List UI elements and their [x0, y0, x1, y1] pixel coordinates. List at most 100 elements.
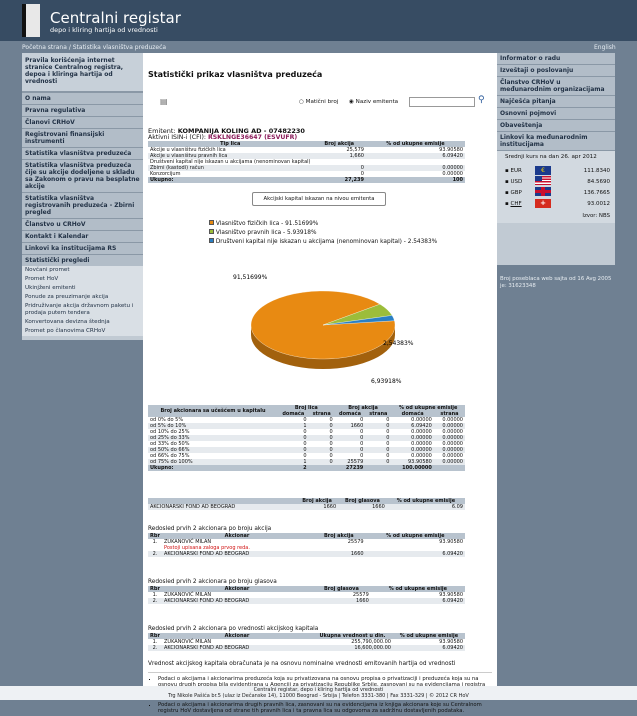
table-row: Akcije u vlasništvu pravnih lica 1,660 6.0… — [148, 153, 465, 159]
table-row: od 33% do 50% 0 0 0 0 0.00000 0.00000 — [150, 441, 463, 447]
breadcrumb-path[interactable]: Početna strana / Statistika vlasništva p… — [22, 44, 167, 51]
radio-maticni[interactable]: ○ Matični broj — [299, 99, 339, 105]
table-row: od 0% do 5% 0 0 0 0 0.00000 0.00000 — [150, 417, 463, 423]
flag-us-icon — [535, 176, 563, 187]
pie-label-individuals: 91,51699% — [233, 274, 268, 281]
disclaimer-item: Podaci o akcijama i akcionarima drugih p… — [158, 702, 492, 715]
search-input[interactable] — [409, 97, 475, 107]
right-item-obavestenja[interactable]: Obaveštenja — [497, 120, 615, 132]
chart-legend: Vlasništvo fizičkih lica - 91.51699% Vla… — [209, 220, 437, 247]
table-row: 2. AKCIONARSKI FOND AD BEOGRAD 1660 6.09420 — [148, 551, 465, 557]
top-shares-title: Redosled prvih 2 akcionara po broju akci… — [148, 526, 272, 532]
sidebar-sub-ponude[interactable]: Ponude za preuzimanje akcija — [22, 293, 143, 302]
table-row: 1. ZUKANOVIĆ MILAN 255,790,000.00 93.90580 — [152, 639, 463, 645]
pie-label-social: 2,54383% — [383, 340, 414, 347]
top-shares-table: Rbr Akcionar Broj akcija% od ukupne emisij… — [148, 533, 465, 557]
sidebar-item-o-nama[interactable]: O nama — [22, 93, 143, 105]
table-row: Društveni kapital nije iskazan u akcijam… — [150, 159, 311, 165]
rate-chf-code[interactable]: ▪ CHF — [505, 200, 522, 207]
table-row: od 50% do 66% 0 0 0 0 0.00000 0.00000 — [148, 447, 465, 453]
sidebar-item-statistika[interactable]: Statistika vlasništva preduzeća — [22, 148, 143, 160]
isin-line: Aktivni ISIN-i (CFI): RSKLNGE36647 (ESVU… — [148, 134, 298, 141]
right-item-clanstvo[interactable]: Članstvo CRHoV u međunarodnim organizaci… — [497, 77, 615, 96]
table-row: AKCIONARSKI FOND AD BEOGRAD 1660 1660 6.09 — [148, 504, 465, 510]
right-item-izvestaji[interactable]: Izveštaji o poslovanju — [497, 65, 615, 77]
sidebar-sub-promet[interactable]: Promet HoV — [22, 275, 143, 284]
sidebar-item-statistika-besplatne[interactable]: Statistika vlasništva preduzeća čije su … — [22, 160, 143, 193]
pie-label-legal: 6,93918% — [371, 378, 402, 385]
page-title: Statistički prikaz vlasništva preduzeća — [148, 70, 323, 79]
table-row: od 25% do 33% 0 0 0 0 0.00000 0.00000 — [148, 435, 465, 441]
sidebar-item-clanovi[interactable]: Članovi CRHoV — [22, 117, 143, 129]
site-subtitle: depo i kliring hartija od vrednosti — [50, 26, 158, 34]
pie-side-0 — [251, 325, 395, 369]
flag-eu-icon: € — [535, 165, 563, 176]
visit-counter: Broj poseblaca web sajta od 16 Avg 2005 … — [500, 276, 612, 289]
radio-naziv[interactable]: ◉ Naziv emitenta — [349, 99, 399, 105]
site-footer: Centralni registar, depo i kliring harti… — [0, 686, 637, 700]
search-icon[interactable]: ⚲ — [478, 95, 485, 105]
right-item-informator[interactable]: Informator o radu — [497, 53, 615, 65]
footer-line1: Centralni registar, depo i kliring harti… — [253, 687, 384, 693]
site-header: Centralni registar depo i kliring hartij… — [0, 0, 637, 41]
main-content: Statistički prikaz vlasništva preduzeća … — [143, 53, 497, 714]
pledge-note-row: Postoji upisana zaloga prvog reda. — [164, 545, 250, 551]
logo-icon[interactable] — [22, 4, 40, 37]
pie-slice-2 — [322, 315, 395, 326]
sidebar-item-registrovani[interactable]: Registrovani finansijski instrumenti — [22, 129, 143, 148]
breadcrumb: Početna strana / Statistika vlasništva p… — [0, 41, 637, 53]
t1-head-type: Tip lica — [148, 141, 313, 147]
sidebar-sub-novcani[interactable]: Novčani promet — [22, 266, 143, 275]
sidebar-item-zbirni[interactable]: Statistika vlasništva registrovanih pred… — [22, 193, 143, 219]
sidebar-sub-pridruzivanje[interactable]: Pridruživanje akcija državnom paketu i p… — [22, 302, 143, 318]
t1-head-pct: % od ukupne emisije — [365, 141, 465, 147]
t2-head-pct: % od ukupne emisije — [391, 405, 465, 411]
sidebar-item-clanstvo[interactable]: Članstvo u CRHoV — [22, 219, 143, 231]
ownership-pie-chart: 91,51699% 2,54383% 6,93918% — [233, 274, 414, 385]
sidebar-item-pravna-regulativa[interactable]: Pravna regulativa — [22, 105, 143, 117]
table-total-row: Ukupno: 27,239 100 — [148, 177, 465, 183]
table-row: 1. ZUKANOVIĆ MILAN 25579 93.90580 — [152, 592, 463, 598]
pie-slice-0 — [250, 290, 396, 360]
rate-title: Srednji kurs na dan 26. apr 2012 — [505, 154, 597, 160]
rate-usd-value: 84.5690 — [587, 178, 610, 185]
rate-table: ▪ EUR €111.8340 ▪ USD 84.5690 ▪ GBP 136.766… — [505, 165, 610, 209]
sidebar-item-kontakt[interactable]: Kontakt i Kalendar — [22, 231, 143, 243]
right-sidebar: Informator o radu Izveštaji o poslovanju… — [497, 53, 615, 265]
rate-eur-value: 111.8340 — [583, 167, 610, 174]
site-title: Centralni registar — [50, 9, 181, 27]
flag-ch-icon: + — [535, 198, 563, 209]
sidebar-item-linkovi[interactable]: Linkovi ka institucijama RS — [22, 243, 143, 255]
rate-source: Izvor: NBS — [582, 213, 610, 219]
table-row: Konzorcijum 0 0.00000 — [150, 171, 463, 177]
t2-head-range: Broj akcionara sa učešćem u kapitalu — [148, 405, 278, 417]
right-item-linkovi[interactable]: Linkovi ka međunarodnim institucijama — [497, 132, 615, 151]
top-value-table: Rbr Akcionar Ukupna vrednost u din.% od uk… — [148, 633, 465, 651]
capital-note: Vrednost akcijskog kapitala obračunata j… — [148, 661, 456, 667]
owner-type-table: Tip lica Broj akcija% od ukupne emisije A… — [148, 141, 465, 183]
table-row: od 10% do 25% 0 0 0 0 0.00000 0.00000 — [150, 429, 463, 435]
exchange-rate-box: Srednji kurs na dan 26. apr 2012 ▪ EUR €1… — [497, 151, 615, 223]
sidebar-sub-clanovi[interactable]: Promet po članovima CRHoV — [22, 327, 143, 336]
sidebar-rules-link[interactable]: Pravila korišćenja internet stranice Cen… — [22, 53, 143, 93]
top-votes-title: Redosled prvih 2 akcionara po broju glas… — [148, 579, 277, 585]
shareholder-range-table: Broj akcionara sa učešćem u kapitalu Bro… — [148, 405, 465, 471]
sidebar-sub-ukinuti[interactable]: Ukinjženi emitenti — [22, 284, 143, 293]
t2-head-persons: Broj lica — [278, 405, 335, 411]
sidebar-sub-devizna[interactable]: Konvertovana devizna štednja — [22, 318, 143, 327]
left-sidebar: Pravila korišćenja internet stranice Cen… — [22, 53, 143, 340]
table-row: 2. AKCIONARSKI FOND AD BEOGRAD 1660 6.09420 — [148, 598, 465, 604]
right-item-pitanja[interactable]: Najčešća pitanja — [497, 96, 615, 108]
table-row: 2. AKCIONARSKI FOND AD BEOGRAD 16,600,000.… — [148, 645, 465, 651]
rate-chf-value: 93.0012 — [587, 200, 610, 207]
language-link[interactable]: English — [594, 44, 616, 51]
top-votes-table: Rbr Akcionar Broj glasova% od ukupne emisi… — [148, 586, 465, 604]
print-icon[interactable]: ▤ — [160, 97, 168, 106]
chart-level-button[interactable]: Akcijski kapital iskazan na nivou emiten… — [252, 192, 386, 206]
table-row: 1. ZUKANOVIĆ MILAN 25579 93.90580 — [152, 539, 463, 545]
sidebar-item-pregledi[interactable]: Statistički pregledi — [22, 255, 143, 266]
rate-gbp-value: 136.7665 — [583, 189, 610, 196]
right-item-pojmovi[interactable]: Osnovni pojmovi — [497, 108, 615, 120]
rate-eur-code: ▪ EUR — [505, 167, 522, 174]
t1-head-shares: Broj akcija — [312, 141, 366, 147]
